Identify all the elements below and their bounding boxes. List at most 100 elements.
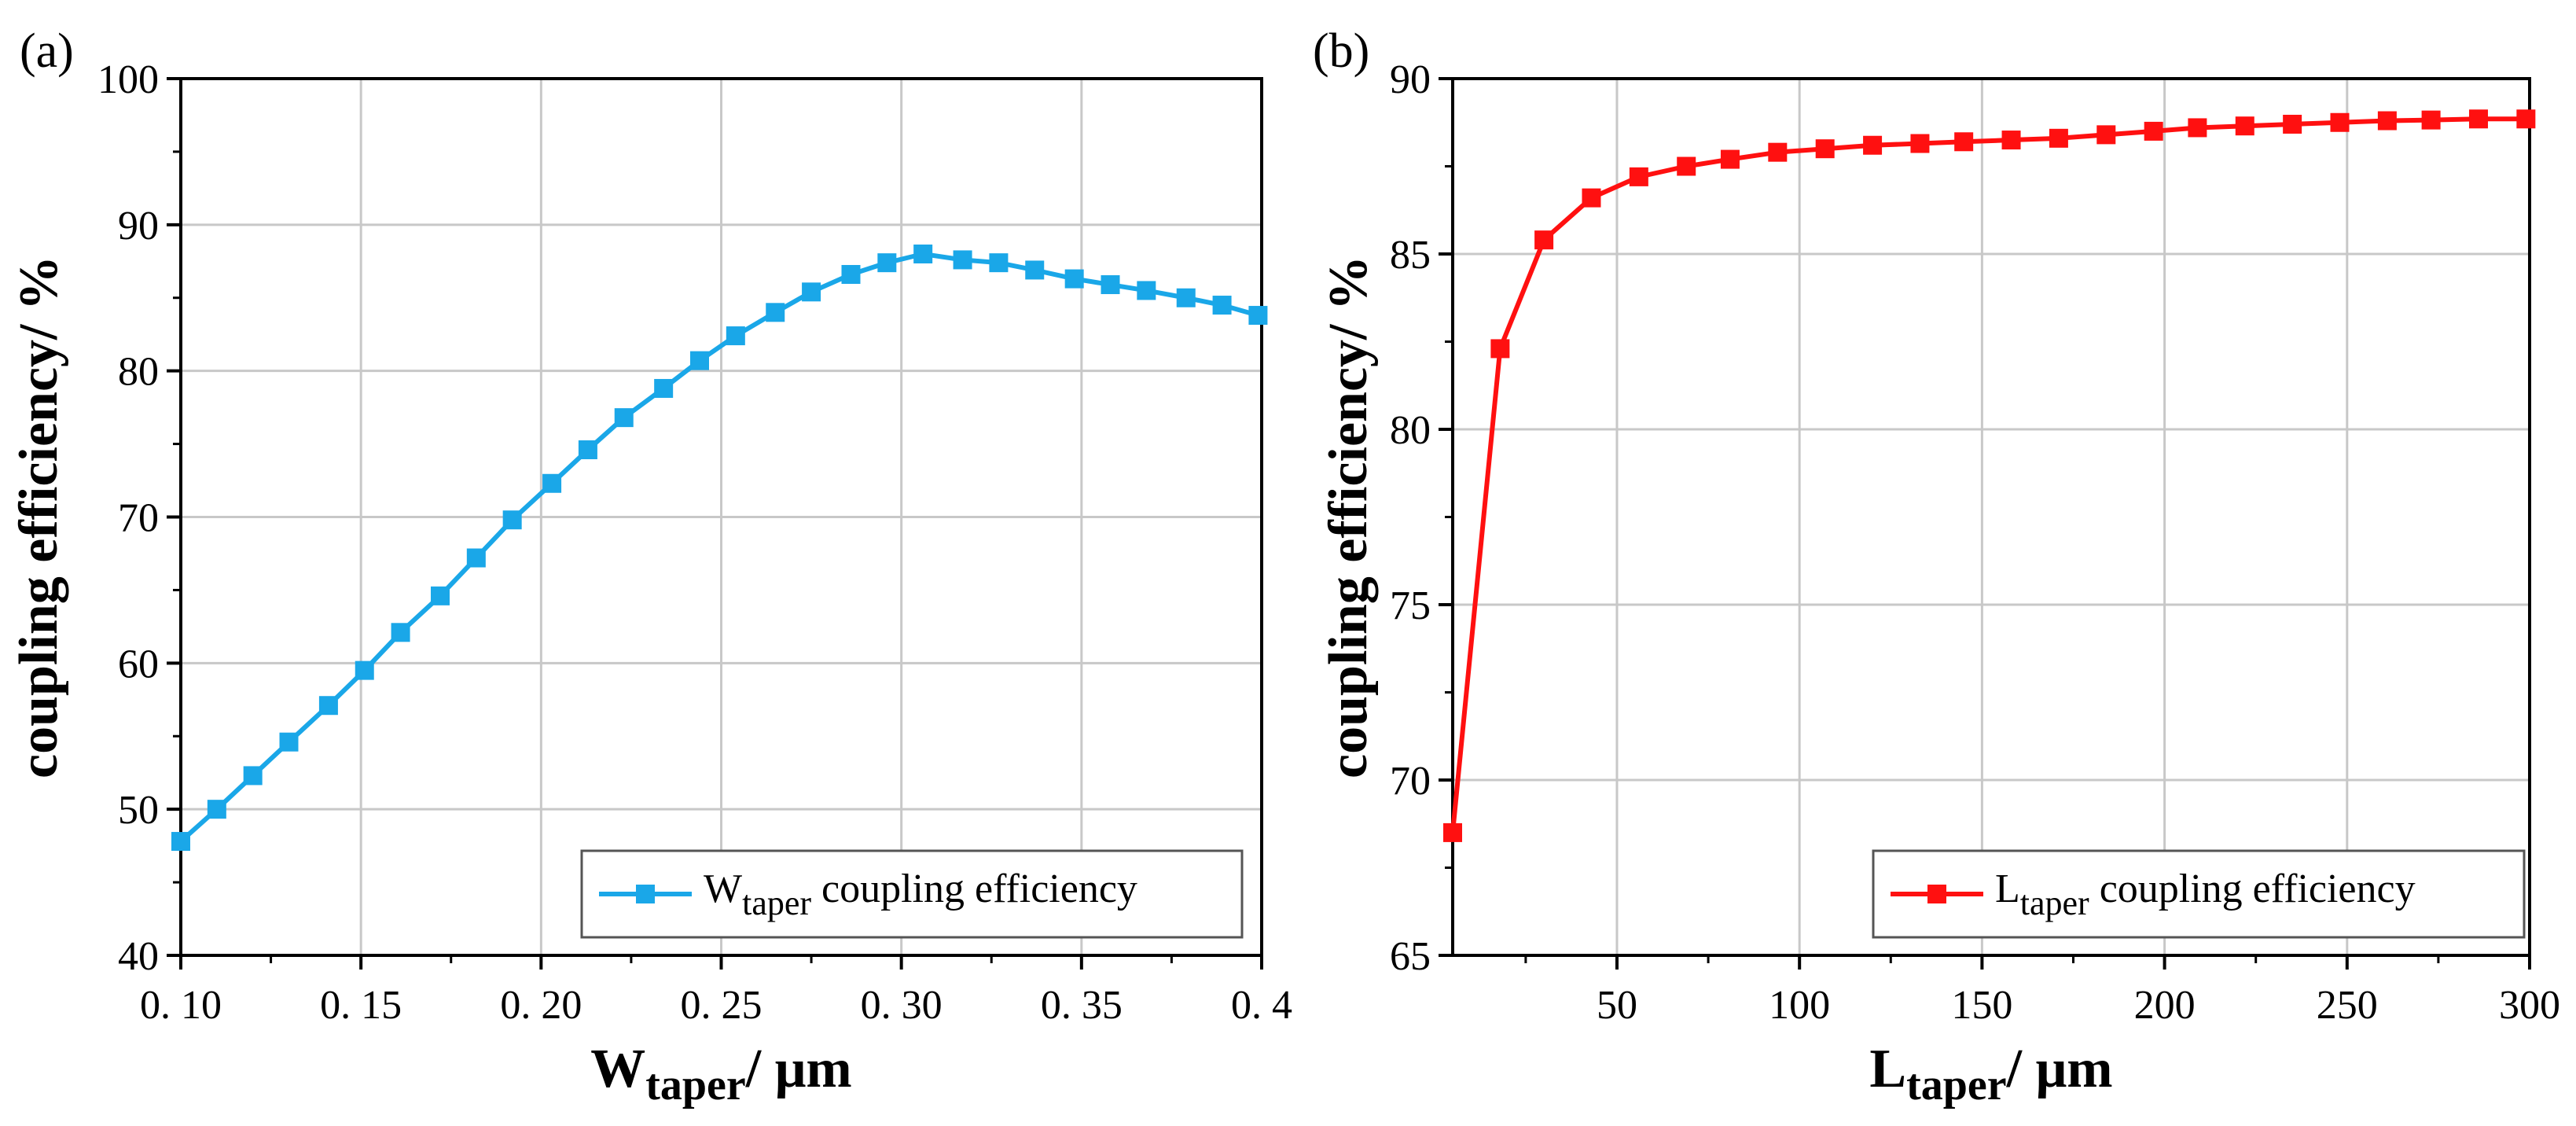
data-point <box>2421 110 2441 130</box>
x-tick-label: 0. 30 <box>861 983 943 1028</box>
data-point <box>877 253 897 273</box>
data-point <box>654 378 674 398</box>
data-point <box>1629 167 1648 186</box>
data-point <box>1863 135 1883 155</box>
data-point <box>2330 112 2350 132</box>
y-tick-label: 40 <box>118 934 159 979</box>
x-tick-label: 0. 4 <box>1231 983 1292 1028</box>
y-tick-label: 75 <box>1390 583 1431 628</box>
y-tick-label: 100 <box>97 57 159 102</box>
y-tick-label: 85 <box>1390 233 1431 278</box>
data-point <box>542 473 562 493</box>
legend-label-rest: coupling efficiency <box>811 867 1137 911</box>
x-tick-label: 0. 10 <box>140 983 222 1028</box>
data-point <box>2235 116 2254 136</box>
x-tick-label: 0. 15 <box>320 983 402 1028</box>
data-point <box>2468 109 2488 129</box>
data-point <box>2377 111 2397 131</box>
chart-b: 50 100 150 200 250 300 65 70 75 80 85 90 Ltaper coup… <box>1313 24 2560 1109</box>
data-point <box>2188 118 2207 138</box>
data-point <box>1720 149 1740 169</box>
y-tick-label: 70 <box>118 496 159 541</box>
data-point <box>355 661 374 680</box>
data-point <box>1768 142 1788 162</box>
y-tick-label: 65 <box>1390 934 1431 979</box>
data-point <box>913 245 933 263</box>
x-axis-title-sub: taper <box>1906 1061 2007 1109</box>
data-point <box>1101 275 1120 295</box>
data-point <box>690 351 709 370</box>
legend-label-sub: taper <box>742 884 811 922</box>
data-point <box>1443 822 1462 842</box>
panel-label: (b) <box>1313 24 1369 78</box>
data-point <box>243 766 263 786</box>
data-point <box>1025 260 1045 280</box>
x-tick-label: 250 <box>2317 983 2378 1028</box>
x-tick-label: 150 <box>1951 983 2012 1028</box>
data-point <box>2001 131 2021 150</box>
x-axis-title-rest: / μm <box>2006 1039 2113 1099</box>
y-tick-label: 90 <box>1390 57 1431 102</box>
x-axis-title-rest: / μm <box>745 1039 852 1099</box>
data-point <box>802 282 821 302</box>
y-tick-label: 80 <box>1390 408 1431 453</box>
legend-marker <box>636 885 655 903</box>
legend-label-main: W <box>704 867 742 911</box>
data-point <box>318 696 338 716</box>
data-point <box>2096 125 2116 145</box>
chart-a: 0. 10 0. 15 0. 20 0. 25 0. 30 0. 35 0. 4 40 50 60… <box>9 24 1292 1109</box>
data-point <box>1815 139 1835 159</box>
data-point <box>2516 109 2536 129</box>
data-point <box>766 303 785 322</box>
data-point <box>431 586 450 605</box>
data-point <box>1910 134 1930 153</box>
y-tick-label: 50 <box>118 788 159 833</box>
legend-label-sub: taper <box>2020 884 2089 922</box>
data-point <box>1248 306 1268 326</box>
panel-label: (a) <box>20 24 74 78</box>
x-tick-label: 0. 35 <box>1041 983 1123 1028</box>
data-point <box>1064 269 1084 289</box>
x-tick-label: 300 <box>2499 983 2560 1028</box>
data-point <box>841 265 861 285</box>
x-axis-title: Ltaper/ μm <box>1869 1039 2112 1109</box>
x-axis-title-sub: taper <box>645 1061 746 1109</box>
x-tick-label: 200 <box>2134 983 2196 1028</box>
x-tick-label: 50 <box>1597 983 1637 1028</box>
data-point <box>953 250 972 270</box>
data-point <box>1212 296 1232 315</box>
data-point <box>1954 132 1974 152</box>
x-axis-title: Wtaper/ μm <box>590 1039 851 1109</box>
legend-marker <box>1927 885 1946 903</box>
data-point <box>279 732 299 752</box>
y-tick-label: 70 <box>1390 759 1431 804</box>
x-axis-title-main: L <box>1869 1039 1906 1099</box>
y-axis-title: coupling efficiency/ % <box>9 256 69 778</box>
data-point <box>2049 128 2068 148</box>
y-axis-title: coupling efficiency/ % <box>1318 256 1379 778</box>
data-point <box>989 253 1009 273</box>
legend-label: Ltaper coupling efficiency <box>1995 867 2416 922</box>
y-tick-label: 80 <box>118 350 159 395</box>
data-point <box>391 623 410 642</box>
data-point <box>614 408 634 428</box>
x-tick-label: 100 <box>1769 983 1830 1028</box>
y-tick-label: 90 <box>118 204 159 248</box>
data-point <box>171 832 190 852</box>
data-point <box>1137 281 1156 300</box>
legend-label-rest: coupling efficiency <box>2089 867 2416 911</box>
data-point <box>2144 121 2163 141</box>
x-tick-label: 0. 25 <box>681 983 763 1028</box>
data-point <box>1677 156 1696 176</box>
data-point <box>1534 230 1554 250</box>
data-point <box>726 326 745 346</box>
x-tick-label: 0. 20 <box>500 983 582 1028</box>
data-point <box>1582 188 1601 208</box>
data-point <box>207 800 226 819</box>
legend-label-main: L <box>1995 867 2020 911</box>
x-axis-title-main: W <box>590 1039 645 1099</box>
y-tick-label: 60 <box>118 642 159 686</box>
data-point <box>2283 114 2302 134</box>
